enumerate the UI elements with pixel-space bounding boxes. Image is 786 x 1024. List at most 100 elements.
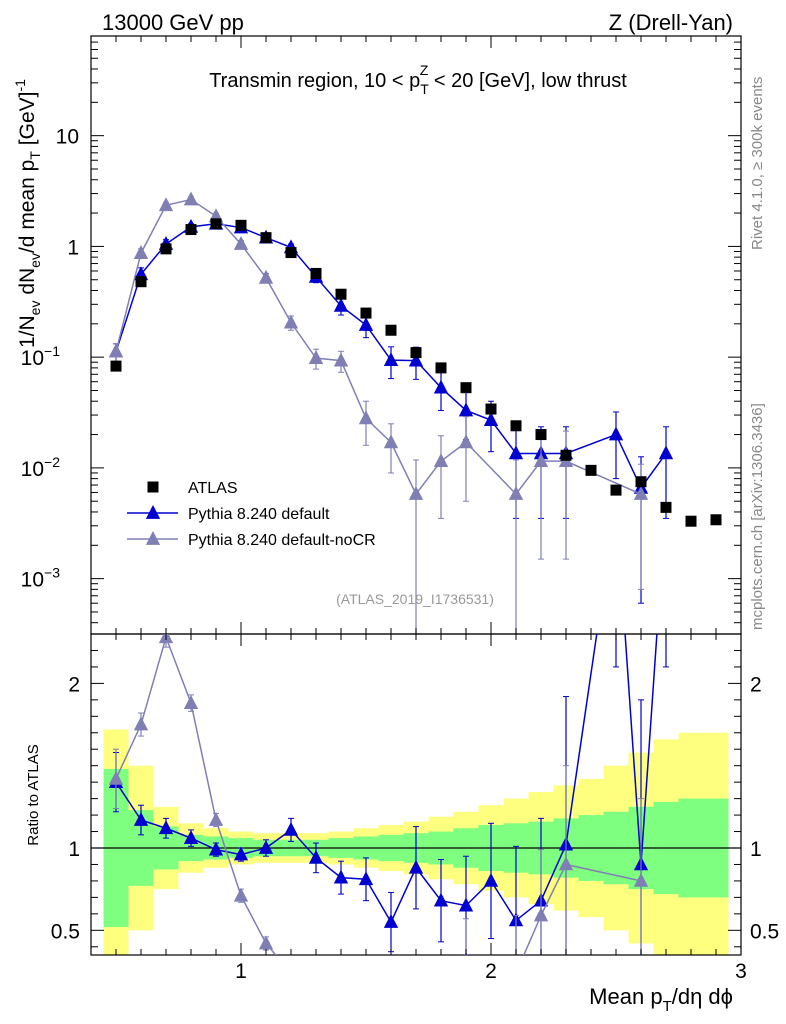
ratio-y-tick-label: 1: [68, 838, 80, 861]
ratio-point: [258, 839, 274, 854]
main-y-tick-label: 10: [56, 126, 79, 149]
x-tick-label: 2: [485, 960, 497, 983]
ratio-point: [358, 871, 374, 886]
data-point: [233, 236, 249, 250]
header-left: 13000 GeV pp: [102, 10, 244, 35]
data-point: [485, 403, 497, 415]
data-point: [660, 501, 672, 513]
data-point: [408, 486, 424, 500]
data-point: [110, 360, 122, 372]
data-point: [433, 379, 449, 394]
data-point: [310, 267, 322, 279]
data-point: [333, 297, 349, 312]
x-tick-label: 3: [735, 960, 747, 983]
ylabel-d: [GeV]: [16, 92, 39, 152]
data-point: [458, 434, 474, 449]
legend-item: Pythia 8.240 default-noCR: [127, 530, 376, 549]
ratio-point: [433, 892, 449, 907]
ratio-point: [334, 963, 348, 977]
data-point: [433, 453, 449, 468]
header-right: Z (Drell-Yan): [609, 10, 733, 35]
x-tick-label: 1: [235, 960, 247, 983]
ratio-point: [384, 988, 398, 1002]
main-plot-area: [108, 191, 722, 634]
data-point: [633, 486, 649, 500]
data-point: [435, 362, 447, 374]
analysis-id: (ATLAS_2019_I1736531): [336, 591, 494, 607]
x-axis-label: Mean pT/dη dϕ: [589, 984, 733, 1015]
ratio-point: [558, 856, 574, 871]
chart-title: Transmin region, 10 < pTZ < 20 [GeV], lo…: [209, 62, 627, 97]
ratio-point: [108, 770, 124, 785]
data-point: [135, 276, 147, 288]
data-point: [108, 343, 124, 358]
ratio-point: [133, 716, 149, 731]
side-label-mcplots: mcplots.cern.ch [arXiv:1306.3436]: [749, 403, 766, 630]
ratio-point: [409, 996, 423, 1010]
ratio-point: [208, 841, 224, 856]
data-point: [685, 515, 697, 527]
legend-label: ATLAS: [188, 480, 238, 497]
data-point: [383, 434, 399, 449]
ratio-point: [308, 849, 324, 864]
ratio-point: [283, 821, 299, 836]
legend-label: Pythia 8.240 default: [188, 506, 330, 523]
chart-title-pre: Transmin region, 10 < p: [209, 70, 420, 92]
data-point: [460, 382, 472, 394]
ratio-point: [408, 859, 424, 874]
data-point: [210, 218, 222, 230]
data-point: [410, 347, 422, 359]
data-point: [535, 429, 547, 441]
main-y-label: 1/Nev dNev/d mean pT [GeV]-1: [12, 79, 43, 348]
ratio-point: [509, 965, 523, 979]
ratio-y-tick-label-right: 0.5: [750, 920, 779, 943]
data-point: [408, 352, 424, 367]
data-point: [283, 314, 299, 329]
ratio-point: [258, 935, 274, 950]
data-point: [360, 307, 372, 319]
legend-item: Pythia 8.240 default: [127, 504, 330, 523]
side-label-rivet: Rivet 4.1.0, ≥ 300k events: [749, 77, 766, 250]
chart-title-post: < 20 [GeV], low thrust: [428, 70, 627, 92]
ratio-y-tick-label-right: 1: [750, 838, 762, 861]
data-point: [508, 486, 524, 500]
data-point: [335, 288, 347, 300]
ratio-point: [183, 830, 199, 844]
ratio-y-tick-label: 0.5: [51, 920, 80, 943]
main-y-tick-label: 10−2: [21, 454, 61, 481]
data-point: [608, 426, 624, 441]
ratio-point: [183, 695, 199, 709]
ratio-point: [359, 986, 373, 1000]
ratio-point: [284, 965, 298, 979]
ylabel-a-sub: ev: [27, 301, 43, 316]
ylabel-c: /d mean p: [16, 160, 39, 253]
data-point: [158, 197, 174, 212]
ratio-y-tick-label-right: 2: [750, 673, 762, 696]
data-point: [160, 243, 172, 255]
ratio-point: [434, 982, 448, 996]
ratio-y-tick-label: 2: [68, 673, 80, 696]
ratio-point: [383, 914, 399, 928]
legend-marker: [145, 504, 161, 519]
ratio-point: [309, 975, 323, 989]
legend-item: ATLAS: [147, 480, 238, 497]
chart-title-sub: T: [420, 81, 429, 97]
data-point: [585, 464, 597, 476]
data-point: [285, 247, 297, 259]
ylabel-b-sub: ev: [27, 253, 43, 268]
ratio-point: [233, 846, 249, 861]
ratio-point: [609, 494, 623, 508]
data-point: [533, 453, 549, 468]
main-y-tick-label: 1: [67, 236, 79, 259]
main-y-tick-label: 10−3: [21, 565, 61, 592]
data-point: [358, 410, 374, 425]
ratio-point: [133, 811, 149, 826]
chart-title-sup: Z: [420, 62, 429, 78]
main-panel: 10 1 10−1 10−2 10−3: [21, 35, 742, 635]
data-point: [385, 324, 397, 336]
data-point: [560, 449, 572, 461]
ratio-point: [458, 897, 474, 912]
series-atlas: [110, 218, 722, 527]
data-point: [133, 245, 149, 259]
